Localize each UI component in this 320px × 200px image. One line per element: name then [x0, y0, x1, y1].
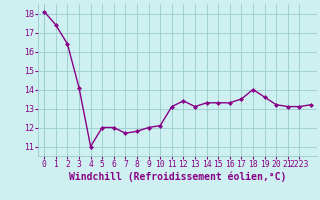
- X-axis label: Windchill (Refroidissement éolien,°C): Windchill (Refroidissement éolien,°C): [69, 172, 286, 182]
